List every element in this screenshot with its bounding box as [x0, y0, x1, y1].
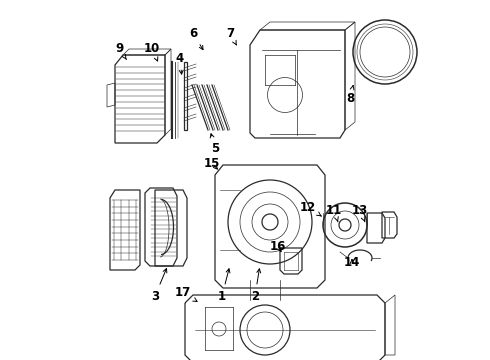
- Text: 6: 6: [189, 27, 203, 50]
- Text: 10: 10: [144, 41, 160, 61]
- Text: 5: 5: [210, 134, 219, 154]
- Text: 17: 17: [175, 287, 197, 301]
- Text: 16: 16: [270, 239, 286, 252]
- Text: 13: 13: [352, 203, 368, 222]
- Text: 1: 1: [218, 269, 230, 302]
- Text: 9: 9: [115, 41, 126, 60]
- Text: 3: 3: [151, 269, 167, 302]
- Text: 8: 8: [346, 86, 354, 104]
- Text: 4: 4: [176, 51, 184, 74]
- Text: 14: 14: [344, 256, 360, 270]
- Text: 7: 7: [226, 27, 236, 45]
- Text: 15: 15: [204, 157, 220, 170]
- Text: 2: 2: [251, 269, 261, 302]
- Text: 12: 12: [300, 201, 321, 216]
- Text: 11: 11: [326, 203, 342, 222]
